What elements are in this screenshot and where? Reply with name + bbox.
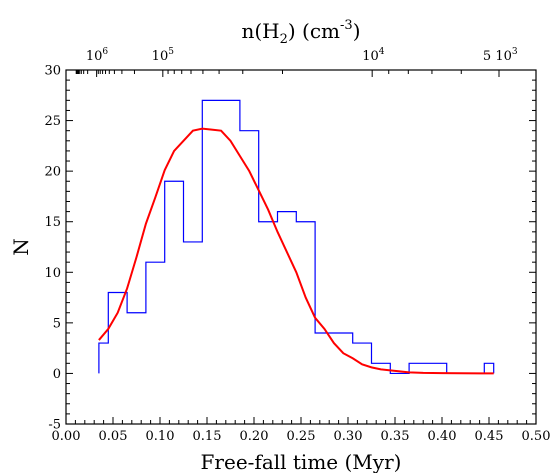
x-tick-label: 0.20 [240,429,269,444]
y-tick-labels: -5 0 5 10 15 20 25 30 [44,64,61,433]
series-layer [98,99,495,375]
y-axis-title: N [9,238,33,256]
top-tick-label-base: 5 10 [483,49,512,64]
x-tick-label: 0.00 [52,429,81,444]
top-tick-label: 106 [86,47,109,64]
top-tick-label-exponent: 3 [512,47,518,57]
top-tick-label-exponent: 4 [379,47,385,57]
y-tick-label: 25 [44,114,61,129]
x-tick-label: 0.25 [287,429,316,444]
top-tick-label-base: 10 [362,49,379,64]
x-tick-label: 0.30 [334,429,363,444]
y-tick-label: 20 [44,165,61,180]
top-axis-title-sup: -3 [340,18,353,33]
y-tick-label: 15 [44,215,61,230]
x-tick-label: 0.45 [475,429,504,444]
y-tick-label: 0 [53,367,61,382]
x-axis-title: Free-fall time (Myr) [201,450,402,473]
top-tick-label: 5 103 [483,47,518,64]
x-tick-label: 0.40 [428,429,457,444]
axis-ticks [65,69,537,425]
top-axis-title-end: ) [353,19,361,43]
top-tick-label: 104 [362,47,385,64]
top-axis-title-sub: 2 [280,32,288,47]
fit-curve-series [98,127,494,375]
top-axis-title-main: n(H [241,19,279,43]
x-tick-labels: 0.00 0.05 0.10 0.15 0.20 0.25 0.30 0.35 0.40 0.45… [52,429,551,444]
top-axis-title: n(H2) (cm-3) [241,18,360,47]
x-tick-label: 0.05 [99,429,128,444]
top-axis-title-mid: ) (cm [288,19,340,43]
x-tick-label: 0.15 [193,429,222,444]
top-tick-label-base: 10 [152,49,169,64]
x-tick-label: 0.35 [381,429,410,444]
y-tick-label: 10 [44,266,61,281]
x-tick-label: 0.50 [522,429,551,444]
y-tick-label: -5 [48,418,61,433]
top-tick-label-base: 10 [86,49,103,64]
x-tick-label: 0.10 [146,429,175,444]
histogram-series [98,99,495,375]
top-tick-label: 105 [152,47,175,64]
y-tick-label: 30 [44,64,61,79]
y-tick-label: 5 [53,316,61,331]
top-tick-label-exponent: 6 [102,47,108,57]
top-tick-label-exponent: 5 [168,47,174,57]
top-tick-labels: 106 105 104 5 103 [86,47,518,64]
